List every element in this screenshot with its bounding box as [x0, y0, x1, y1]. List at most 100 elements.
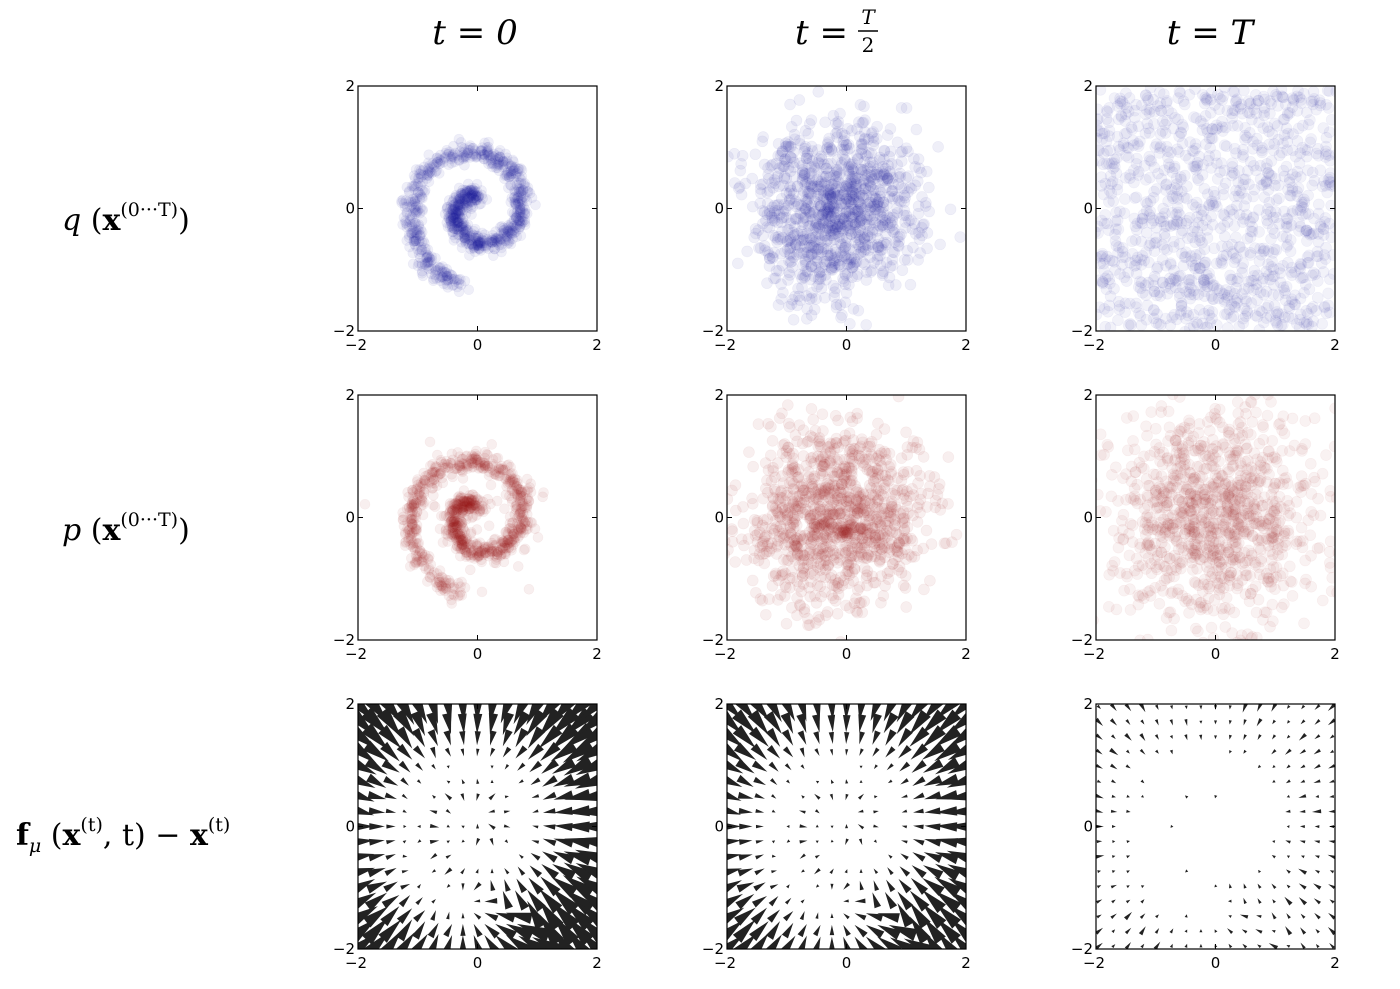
scatter-point [1230, 231, 1242, 244]
scatter-point [893, 194, 905, 207]
scatter-point [447, 203, 459, 215]
scatter-point [805, 180, 818, 193]
scatter-point [845, 198, 857, 210]
scatter-point [422, 256, 434, 267]
scatter-point [817, 170, 830, 183]
scatter-point [461, 195, 473, 207]
scatter-point [868, 257, 880, 269]
scatter-point [851, 205, 864, 218]
scatter-point [414, 168, 425, 179]
scatter-point [758, 158, 771, 171]
scatter-point [473, 242, 485, 254]
scatter-point [811, 222, 824, 234]
scatter-point [859, 258, 871, 271]
scatter-point [753, 242, 765, 254]
scatter-point [416, 244, 428, 256]
scatter-point [465, 230, 476, 241]
scatter-point [783, 187, 796, 200]
scatter-point [448, 235, 460, 246]
scatter-point [514, 221, 526, 232]
scatter-point [462, 178, 474, 190]
scatter-point [824, 190, 836, 202]
scatter-point [813, 266, 825, 278]
scatter-point [475, 236, 486, 248]
scatter-point [845, 253, 857, 266]
scatter-point [797, 259, 810, 272]
scatter-point [491, 236, 503, 248]
scatter-point [880, 170, 893, 183]
scatter-point [824, 229, 837, 242]
scatter-point [457, 195, 468, 207]
scatter-point [894, 170, 907, 183]
scatter-point [498, 222, 509, 234]
scatter-point [912, 153, 925, 165]
scatter-point [468, 193, 480, 204]
scatter-point [485, 236, 496, 248]
scatter-point [803, 205, 815, 218]
scatter-point [443, 207, 454, 218]
scatter-point [824, 204, 836, 217]
scatter-point [1180, 217, 1193, 230]
scatter-point [788, 198, 801, 210]
scatter-point [486, 150, 497, 162]
scatter-point [443, 212, 454, 224]
scatter-point [476, 185, 487, 196]
scatter-point [826, 264, 839, 276]
scatter-point [1327, 268, 1335, 280]
panel-q-1: −2 0 2−202 [702, 77, 971, 354]
scatter-point [847, 303, 860, 315]
scatter-point [847, 170, 860, 183]
scatter-point [878, 168, 890, 180]
scatter-point [835, 197, 848, 210]
scatter-point [766, 176, 778, 189]
scatter-point [877, 174, 890, 186]
scatter-point [792, 198, 805, 211]
scatter-point [813, 278, 825, 290]
scatter-point [898, 189, 911, 202]
scatter-point [886, 259, 899, 272]
scatter-point [824, 199, 836, 211]
scatter-point [435, 149, 446, 161]
scatter-point [407, 519, 418, 531]
scatter-point [453, 223, 465, 234]
scatter-point [471, 240, 483, 252]
plot-area [396, 133, 541, 298]
scatter-point [886, 185, 899, 197]
scatter-point [839, 240, 852, 252]
scatter-point [448, 216, 460, 227]
scatter-point [521, 208, 533, 219]
scatter-point [812, 227, 825, 240]
scatter-point [801, 177, 814, 190]
scatter-point [819, 258, 831, 270]
scatter-point [519, 209, 531, 220]
scatter-point [431, 165, 442, 176]
scatter-point [913, 233, 926, 245]
scatter-point [842, 161, 855, 173]
scatter-point [904, 181, 916, 194]
scatter-point [456, 221, 467, 232]
scatter-point [768, 215, 781, 227]
scatter-point [784, 165, 797, 178]
scatter-point [769, 177, 781, 190]
scatter-point [423, 157, 434, 169]
scatter-point [1239, 173, 1252, 186]
scatter-point [824, 256, 836, 269]
scatter-point [412, 173, 424, 184]
scatter-point [813, 266, 826, 279]
scatter-point [905, 214, 917, 226]
scatter-point [457, 149, 469, 161]
scatter-point [821, 138, 834, 150]
scatter-point [886, 219, 899, 232]
row-label-1: p (x(0···T)) [62, 509, 190, 548]
scatter-point [502, 225, 514, 237]
scatter-point [831, 607, 844, 620]
scatter-point [823, 225, 836, 237]
scatter-point [867, 184, 880, 196]
scatter-point [509, 191, 520, 203]
scatter-point [815, 246, 828, 258]
scatter-point [410, 227, 421, 238]
scatter-point [473, 190, 485, 202]
scatter-point [876, 214, 889, 226]
scatter-point [813, 233, 826, 246]
scatter-point [446, 151, 457, 163]
